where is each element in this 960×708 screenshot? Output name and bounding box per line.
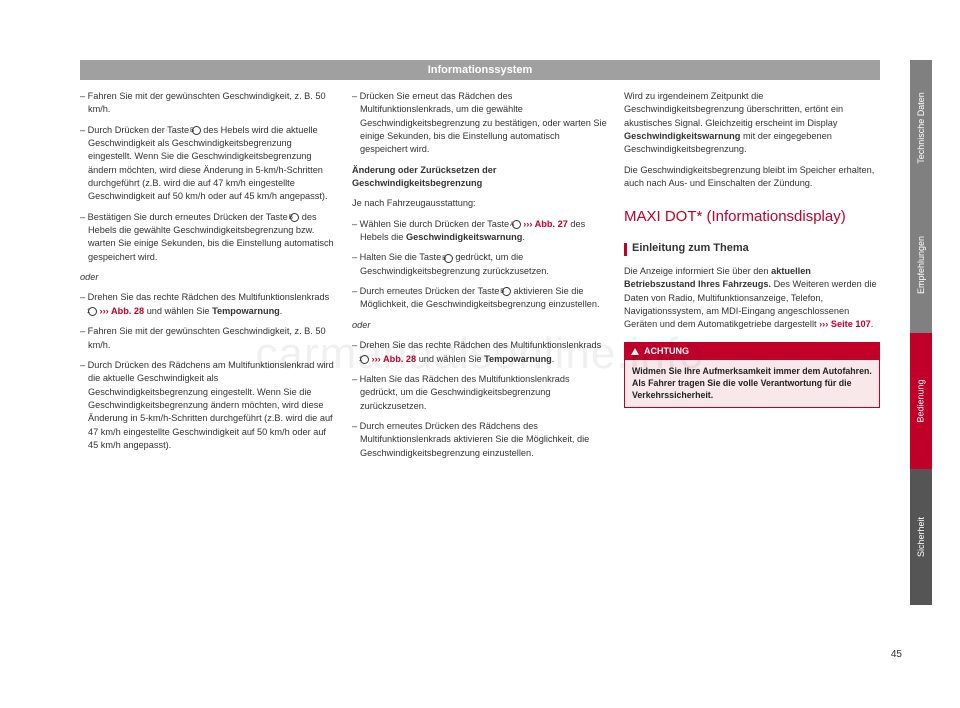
body-text: – Drehen Sie das rechte Rädchen des Mult… bbox=[80, 291, 336, 318]
figure-link: ››› Abb. 28 bbox=[97, 306, 144, 316]
text-run: . bbox=[280, 306, 283, 316]
body-text: – Durch Drücken des Rädchens am Multifun… bbox=[80, 359, 336, 452]
tab-label: Technische Daten bbox=[916, 92, 926, 164]
tab-operation: Bedienung bbox=[910, 333, 932, 469]
text-run: und wählen Sie bbox=[144, 306, 212, 316]
body-text: – Bestätigen Sie durch erneutes Drücken … bbox=[80, 211, 336, 264]
figure-link: ››› Abb. 27 bbox=[523, 219, 568, 229]
side-tab-strip: Technische Daten Empfehlungen Bedienung … bbox=[910, 60, 932, 660]
body-text: – Halten Sie die Taste B gedrückt, um di… bbox=[352, 251, 608, 278]
text-run: Wird zu irgendeinem Zeitpunkt die Geschw… bbox=[624, 91, 843, 128]
text-run: . bbox=[552, 354, 555, 364]
body-text: Die Geschwindigkeitsbegrenzung bleibt im… bbox=[624, 164, 880, 191]
body-text: – Drücken Sie erneut das Rädchen des Mul… bbox=[352, 90, 608, 157]
heading-text: Einleitung zum Thema bbox=[632, 241, 749, 257]
text-run: – Halten Sie die Taste bbox=[352, 252, 444, 262]
text-run: – Durch Drücken der Taste bbox=[80, 125, 192, 135]
text-columns: – Fahren Sie mit der gewünschten Geschwi… bbox=[80, 90, 880, 467]
body-text: Je nach Fahrzeugausstattung: bbox=[352, 197, 608, 210]
page-number: 45 bbox=[891, 649, 902, 660]
tab-technical-data: Technische Daten bbox=[910, 60, 932, 196]
tab-spacer bbox=[910, 605, 932, 660]
tab-label: Bedienung bbox=[916, 379, 926, 422]
tab-label: Empfehlungen bbox=[916, 236, 926, 294]
text-run: – Bestätigen Sie durch erneutes Drücken … bbox=[80, 212, 290, 222]
body-text: – Durch erneutes Drücken der Taste B akt… bbox=[352, 285, 608, 312]
section-header: Informationssystem bbox=[80, 60, 880, 80]
warning-header: ACHTUNG bbox=[625, 343, 879, 360]
button-ref-icon: B bbox=[290, 213, 299, 222]
column-1: – Fahren Sie mit der gewünschten Geschwi… bbox=[80, 90, 336, 467]
sub-heading: Änderung oder Zurücksetzen der Geschwind… bbox=[352, 164, 608, 191]
warning-body: Widmen Sie Ihre Aufmerksamkeit immer dem… bbox=[625, 360, 879, 407]
text-run: . bbox=[522, 232, 525, 242]
button-ref-icon: B bbox=[444, 254, 453, 263]
chapter-heading: MAXI DOT* (Informationsdisplay) bbox=[624, 208, 880, 227]
button-ref-icon: B bbox=[192, 126, 201, 135]
button-ref-icon: A bbox=[512, 220, 521, 229]
page-link: ››› Seite 107 bbox=[819, 319, 871, 329]
body-text: – Fahren Sie mit der gewünschten Geschwi… bbox=[80, 90, 336, 117]
column-3: Wird zu irgendeinem Zeitpunkt die Geschw… bbox=[624, 90, 880, 467]
body-text: – Durch erneutes Drücken des Rädchens de… bbox=[352, 420, 608, 460]
body-text: Wird zu irgendeinem Zeitpunkt die Geschw… bbox=[624, 90, 880, 157]
text-bold: Tempowarnung bbox=[484, 354, 552, 364]
tab-label: Sicherheit bbox=[916, 517, 926, 557]
button-ref-icon: B bbox=[502, 287, 511, 296]
text-run: des Hebels wird die aktuelle Geschwindig… bbox=[88, 125, 328, 202]
body-text: – Halten Sie das Rädchen des Multifunkti… bbox=[352, 373, 608, 413]
text-run: . bbox=[871, 319, 874, 329]
body-text: – Wählen Sie durch Drücken der Taste A ›… bbox=[352, 218, 608, 245]
text-bold: Tempowarnung bbox=[212, 306, 280, 316]
warning-triangle-icon bbox=[631, 348, 639, 355]
body-text: – Drehen Sie das rechte Rädchen des Mult… bbox=[352, 339, 608, 366]
figure-link: ››› Abb. 28 bbox=[369, 354, 416, 364]
body-text: – Durch Drücken der Taste B des Hebels w… bbox=[80, 124, 336, 204]
warning-box: ACHTUNG Widmen Sie Ihre Aufmerksamkeit i… bbox=[624, 342, 880, 408]
warning-title: ACHTUNG bbox=[644, 345, 689, 358]
column-2: – Drücken Sie erneut das Rädchen des Mul… bbox=[352, 90, 608, 467]
tab-safety: Sicherheit bbox=[910, 469, 932, 605]
text-bold: Geschwindigkeitswarnung bbox=[624, 131, 740, 141]
body-text: oder bbox=[80, 271, 336, 284]
button-ref-icon: 1 bbox=[360, 355, 369, 364]
text-run: – Wählen Sie durch Drücken der Taste bbox=[352, 219, 512, 229]
body-text: – Fahren Sie mit der gewünschten Geschwi… bbox=[80, 325, 336, 352]
heading-bar-icon bbox=[624, 243, 627, 256]
text-bold: Geschwindigkeitswarnung bbox=[406, 232, 522, 242]
body-text: Die Anzeige informiert Sie über den aktu… bbox=[624, 265, 880, 332]
text-run: und wählen Sie bbox=[416, 354, 484, 364]
button-ref-icon: 1 bbox=[88, 307, 97, 316]
topic-heading: Einleitung zum Thema bbox=[624, 241, 880, 257]
tab-recommendations: Empfehlungen bbox=[910, 196, 932, 332]
body-text: oder bbox=[352, 319, 608, 332]
text-run: Die Anzeige informiert Sie über den bbox=[624, 266, 771, 276]
text-run: – Drehen Sie das rechte Rädchen des Mult… bbox=[352, 340, 601, 350]
text-run: – Drehen Sie das rechte Rädchen des Mult… bbox=[80, 292, 329, 302]
page-content: Informationssystem – Fahren Sie mit der … bbox=[80, 60, 880, 660]
text-run: – Durch erneutes Drücken der Taste bbox=[352, 286, 502, 296]
